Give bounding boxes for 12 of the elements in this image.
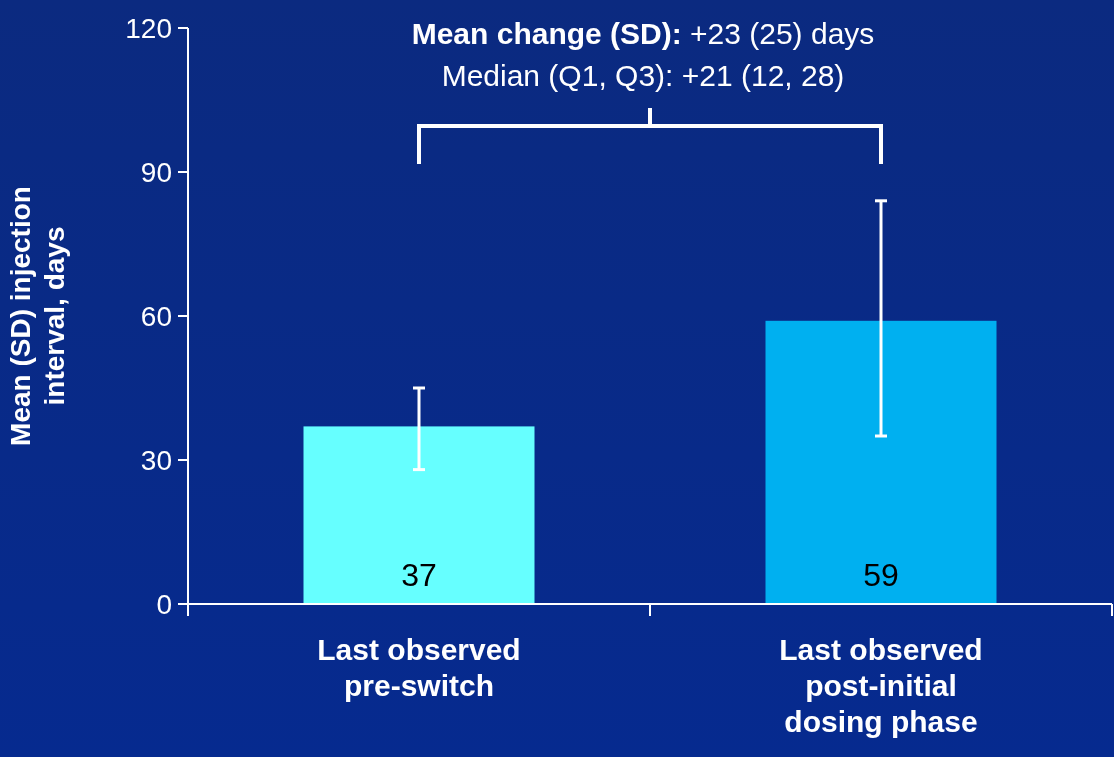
annotation: Mean change (SD): +23 (25) days [411, 17, 875, 50]
y-tick-label: 120 [125, 12, 172, 44]
x-tick-label: Last observed pre-switch [317, 633, 521, 702]
data-label: 37 [401, 557, 437, 593]
y-tick-label: 0 [156, 588, 172, 620]
x-tick-label: Last observed post-initial dosing phase [779, 633, 983, 738]
data-label: 59 [863, 557, 899, 593]
y-tick-label: 90 [140, 156, 172, 188]
annotation: Median (Q1, Q3): +21 (12, 28) [441, 59, 845, 92]
y-axis-title: Mean (SD) injection interval, days [5, 186, 70, 446]
y-tick-label: 60 [140, 300, 172, 332]
y-tick-label: 30 [140, 444, 172, 476]
